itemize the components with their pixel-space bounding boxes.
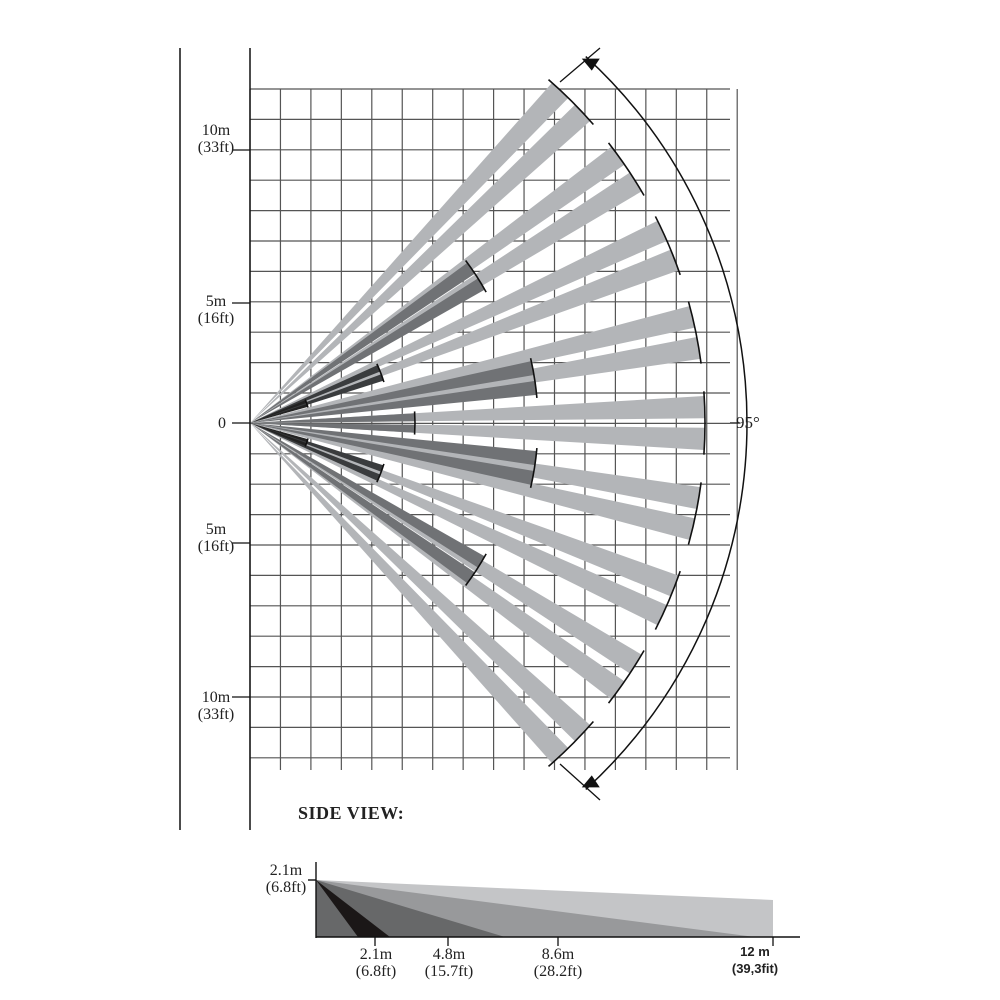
label-value: 10m	[201, 122, 231, 139]
label-sub: (16ft)	[197, 538, 235, 555]
mid-range-zone-end-mark	[464, 260, 487, 293]
long-range-zone	[250, 423, 667, 626]
near-zone	[250, 423, 308, 442]
long-range-zone-end-mark	[607, 142, 645, 196]
long-range-zone-end-mark	[687, 301, 702, 364]
arc-end-line-top	[559, 47, 601, 83]
y-label-5m-top: 5m (16ft)	[188, 293, 244, 327]
height-label: 2.1m (6.8ft)	[258, 862, 314, 896]
y-label-10m-top: 10m (33ft)	[188, 122, 244, 156]
mid-range-zone	[250, 423, 485, 568]
arrow-down-icon	[581, 775, 600, 788]
mid-range-zone	[250, 262, 475, 423]
mid-range-zone-end-mark	[529, 448, 538, 488]
center-short-zone	[250, 423, 415, 433]
near-zone	[250, 423, 307, 446]
distance-label-2-1m: 2.1m (6.8ft)	[350, 946, 402, 980]
label-sub: (6.8ft)	[265, 879, 307, 896]
long-range-zone	[250, 423, 569, 764]
short-range-zone-end-mark	[376, 463, 385, 483]
arc-end-line-bottom	[559, 763, 601, 801]
label-value: 2.1m	[269, 862, 303, 879]
mid-range-zone-end-mark	[464, 553, 487, 586]
long-range-zone-end-mark	[654, 570, 681, 630]
mid-range-zone	[250, 423, 534, 485]
long-range-zone-end-mark	[547, 79, 594, 126]
label-sub: (15.7ft)	[424, 963, 474, 980]
mid-range-zone	[250, 380, 537, 423]
long-range-zone-end-mark	[654, 216, 681, 276]
near-zone	[250, 400, 307, 423]
y-label-5m-bottom: 5m (16ft)	[188, 521, 244, 555]
long-range-zone	[250, 423, 695, 540]
long-range-zone	[250, 423, 642, 674]
label-value: 4.8m	[432, 946, 466, 963]
short-range-zone	[250, 365, 381, 423]
side-view-title: SIDE VIEW:	[298, 803, 405, 823]
short-range-zone	[250, 423, 381, 481]
long-range-zone-end-mark	[687, 482, 702, 545]
angle-arc	[559, 47, 748, 801]
detection-zones	[250, 79, 706, 767]
label-sub: (33ft)	[197, 706, 235, 723]
label-value: 5m	[205, 521, 227, 538]
near-zone-end-mark	[304, 438, 309, 447]
long-range-zone	[250, 82, 569, 424]
label-value: 8.6m	[541, 946, 575, 963]
side-view-graphic	[308, 862, 800, 946]
label-value: 12 m	[740, 944, 770, 959]
mid-range-zone-end-mark	[529, 358, 538, 398]
short-range-zone-end-mark	[376, 363, 385, 383]
long-range-zone-end-mark	[703, 391, 706, 455]
y-label-10m-bottom: 10m (33ft)	[188, 689, 244, 723]
center-short-zone	[250, 413, 415, 423]
long-range-zone-end-mark	[547, 720, 594, 767]
label-sub: (6.8ft)	[355, 963, 397, 980]
label-sub: (33ft)	[197, 139, 235, 156]
near-zone-end-mark	[304, 399, 309, 408]
distance-label-4-8m: 4.8m (15.7ft)	[418, 946, 480, 980]
label-sub: (16ft)	[197, 310, 235, 327]
y-label-0: 0	[210, 415, 234, 432]
label-value: 0	[218, 415, 226, 432]
long-range-zone	[250, 220, 667, 423]
long-range-zone	[250, 172, 642, 423]
long-range-zone	[250, 306, 695, 423]
mid-range-zone	[250, 278, 485, 423]
side-floor-zone	[316, 880, 390, 937]
distance-label-8-6m: 8.6m (28.2ft)	[526, 946, 590, 980]
label-value: 10m	[201, 689, 231, 706]
angle-arc-line	[585, 56, 748, 790]
label-value: 2.1m	[359, 946, 393, 963]
long-range-zone	[250, 423, 625, 700]
long-range-zone	[250, 104, 591, 423]
angle-label: 95°	[736, 413, 760, 432]
distance-label-12m: 12 m (39,3fit)	[720, 943, 790, 977]
long-range-zone-end-mark	[607, 650, 645, 704]
label-sub: (39,3fit)	[731, 961, 779, 976]
arrow-up-icon	[581, 58, 600, 71]
near-zone	[250, 404, 308, 423]
axes	[179, 48, 740, 830]
mid-range-zone	[250, 361, 534, 423]
label-sub: (28.2ft)	[533, 963, 583, 980]
mid-range-zone	[250, 423, 475, 584]
mid-range-zone	[250, 423, 537, 466]
long-range-zone	[250, 146, 625, 424]
long-range-zone	[250, 423, 591, 742]
label-value: 5m	[205, 293, 227, 310]
